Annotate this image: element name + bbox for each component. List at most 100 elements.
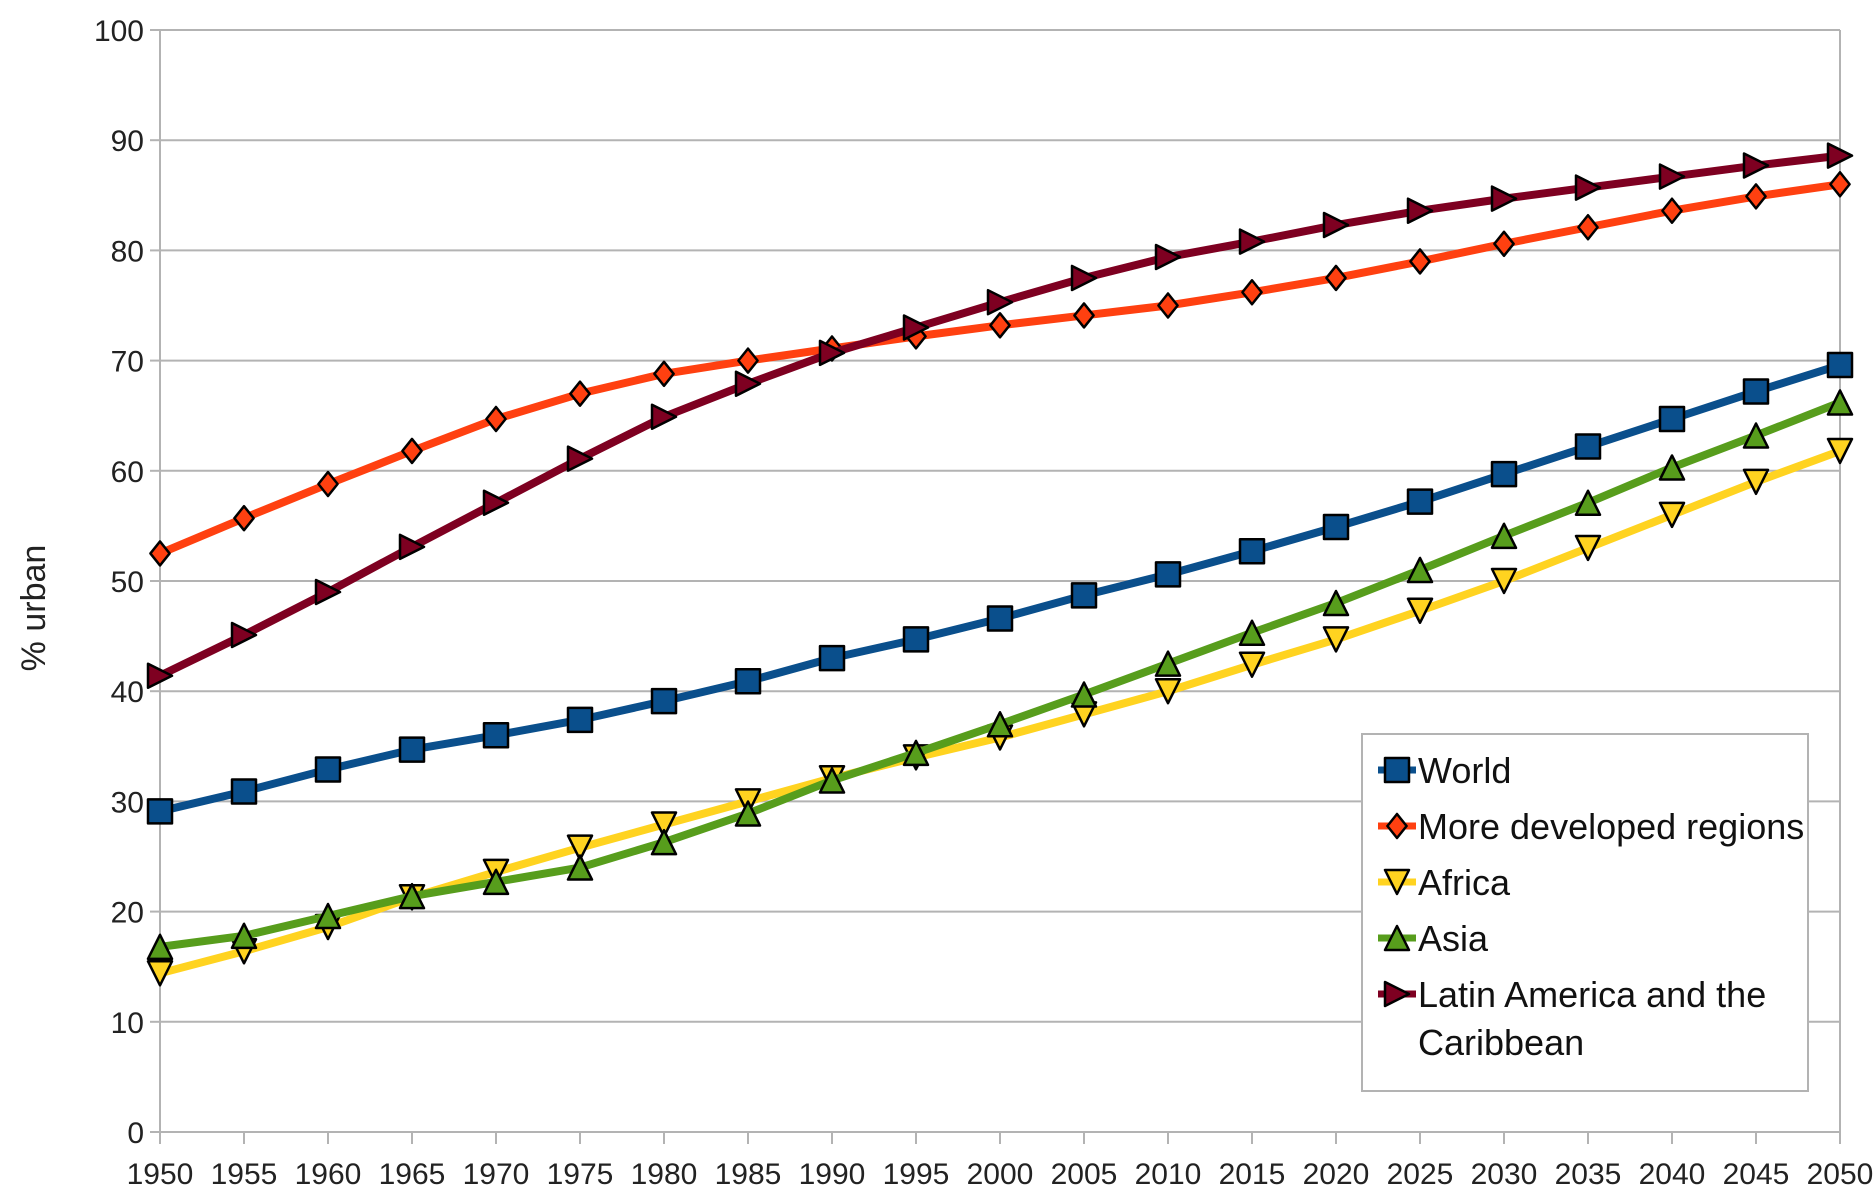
legend-label: Caribbean xyxy=(1418,1022,1584,1063)
x-tick-label: 2005 xyxy=(1051,1158,1118,1191)
data-point xyxy=(1070,681,1098,708)
y-axis-title: % urban xyxy=(15,545,53,672)
data-point xyxy=(650,828,678,856)
data-point xyxy=(1154,650,1182,677)
data-point xyxy=(569,380,591,407)
data-point xyxy=(650,811,678,838)
data-point xyxy=(1490,460,1518,488)
data-point xyxy=(1154,561,1182,588)
data-point xyxy=(1493,230,1515,258)
data-point xyxy=(314,902,342,930)
data-point xyxy=(233,504,255,532)
x-tick-labels: 1950 1955 1960 1965 1970 1975 1980 1985 1990 1995… xyxy=(127,1158,1874,1191)
data-point xyxy=(1490,185,1518,212)
y-tick-label: 70 xyxy=(111,346,144,379)
x-tick-label: 1965 xyxy=(379,1158,446,1191)
data-point xyxy=(1826,389,1854,416)
data-point xyxy=(1574,433,1602,460)
y-tick-label: 20 xyxy=(111,897,144,930)
legend-box xyxy=(1361,733,1809,1092)
legend-label: Latin America and the xyxy=(1418,974,1766,1015)
data-point xyxy=(989,312,1011,339)
data-point xyxy=(734,668,762,695)
x-tick-label: 1995 xyxy=(883,1158,950,1191)
data-point xyxy=(398,882,426,910)
data-series xyxy=(146,142,1854,987)
legend-entry-2: Africa xyxy=(1378,862,1511,903)
x-tick-label: 1985 xyxy=(715,1158,782,1191)
data-point xyxy=(1322,626,1350,653)
legend-label: More developed regions xyxy=(1418,806,1804,847)
data-point xyxy=(1322,211,1350,239)
series-4 xyxy=(146,142,1854,690)
data-point xyxy=(1658,501,1686,529)
series-1 xyxy=(149,171,1851,567)
series-0 xyxy=(146,351,1854,825)
series-3 xyxy=(146,389,1854,961)
x-tick-label: 1955 xyxy=(211,1158,278,1191)
legend-marker xyxy=(1383,868,1411,896)
data-point xyxy=(1742,422,1770,449)
legend-entry-3: Asia xyxy=(1378,918,1489,959)
x-tick-label: 2020 xyxy=(1303,1158,1370,1191)
y-tick-label: 80 xyxy=(111,235,144,268)
data-point xyxy=(902,314,930,341)
data-point xyxy=(734,800,762,827)
data-point xyxy=(902,739,930,767)
data-point xyxy=(482,489,510,517)
data-point xyxy=(149,540,171,567)
data-point xyxy=(317,470,339,498)
data-point xyxy=(230,922,258,950)
data-point xyxy=(1742,468,1770,496)
data-point xyxy=(146,960,174,987)
data-point xyxy=(1745,183,1767,210)
data-point xyxy=(1154,677,1182,705)
data-point xyxy=(398,736,426,763)
data-point xyxy=(818,644,846,672)
data-point xyxy=(1574,174,1602,201)
data-point xyxy=(1829,171,1851,198)
data-point xyxy=(1577,214,1599,241)
data-point xyxy=(398,533,426,561)
x-tick-label: 1950 xyxy=(127,1158,194,1191)
data-point xyxy=(1070,264,1098,292)
data-point xyxy=(653,360,675,388)
data-point xyxy=(1574,534,1602,562)
data-point xyxy=(902,626,930,653)
legend-marker xyxy=(1383,924,1411,952)
data-point xyxy=(1070,582,1098,609)
data-point xyxy=(1406,197,1434,224)
y-tick-label: 90 xyxy=(111,125,144,158)
data-point xyxy=(566,445,594,472)
data-point xyxy=(146,933,174,961)
x-tick-label: 1980 xyxy=(631,1158,698,1191)
data-point xyxy=(1406,597,1434,625)
x-tick-label: 2045 xyxy=(1723,1158,1790,1191)
data-point xyxy=(401,437,423,465)
data-point xyxy=(230,621,258,649)
data-point xyxy=(566,706,594,734)
x-tick-label: 1960 xyxy=(295,1158,362,1191)
data-point xyxy=(482,722,510,749)
y-tick-labels: 0 10 20 30 40 50 60 70 80 90 100 xyxy=(94,15,144,1150)
data-point xyxy=(1826,351,1854,379)
data-point xyxy=(1658,405,1686,433)
data-point xyxy=(230,778,258,805)
y-tick-label: 50 xyxy=(111,566,144,599)
data-point xyxy=(1154,243,1182,271)
data-point xyxy=(986,711,1014,738)
x-tick-label: 2025 xyxy=(1387,1158,1454,1191)
data-point xyxy=(1742,152,1770,179)
y-tick-label: 40 xyxy=(111,676,144,709)
data-point xyxy=(650,687,678,715)
data-point xyxy=(1238,651,1266,679)
x-tick-label: 2010 xyxy=(1135,1158,1202,1191)
data-point xyxy=(1826,142,1854,169)
data-point xyxy=(1574,489,1602,517)
data-point xyxy=(1322,589,1350,617)
grid-lines xyxy=(160,29,1840,1133)
data-point xyxy=(1157,292,1179,319)
y-tick-label: 0 xyxy=(127,1117,144,1150)
data-point xyxy=(1322,513,1350,541)
legend-marker xyxy=(1383,756,1411,784)
